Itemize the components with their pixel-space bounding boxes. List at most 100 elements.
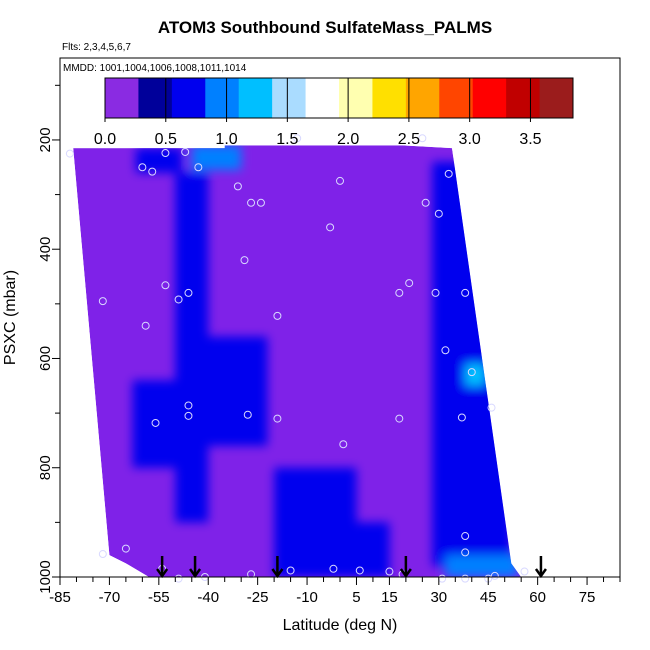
- observation-point: [184, 288, 193, 297]
- colorbar-swatch: [405, 78, 440, 118]
- observation-point: [148, 167, 157, 176]
- x-tick-label: -40: [197, 589, 219, 606]
- observation-point: [385, 567, 394, 576]
- observation-point: [174, 295, 183, 304]
- y-axis-title: PSXC (mbar): [2, 270, 19, 365]
- observation-point: [194, 163, 203, 172]
- colorbar-swatch: [171, 78, 206, 118]
- x-tick-label: -55: [148, 589, 170, 606]
- observation-point: [339, 440, 348, 449]
- observation-point: [286, 566, 295, 575]
- colorbar-swatch: [105, 78, 139, 118]
- observation-point: [273, 414, 282, 423]
- observation-point: [247, 570, 256, 579]
- observation-point: [461, 532, 470, 541]
- y-axis: 200 400 600 800 1000: [37, 84, 60, 594]
- observation-point: [98, 297, 107, 306]
- field-region: [356, 522, 390, 577]
- colorbar-swatch: [506, 78, 541, 118]
- colorbar-label: 2.5: [398, 131, 420, 148]
- x-tick-label: 45: [480, 589, 497, 606]
- observation-point: [141, 321, 150, 330]
- colorbar-label: 1.5: [276, 131, 298, 148]
- flights-subtitle: Flts: 2,3,4,5,6,7: [62, 42, 131, 53]
- observation-point: [418, 134, 427, 143]
- observation-point: [395, 414, 404, 423]
- y-tick-label: 600: [37, 346, 54, 371]
- x-tick-label: 75: [579, 589, 596, 606]
- observation-point: [184, 401, 193, 410]
- colorbar-label: 0.0: [94, 131, 116, 148]
- observation-point: [181, 147, 190, 156]
- x-tick-label: -70: [99, 589, 121, 606]
- chart-title: ATOM3 Southbound SulfateMass_PALMS: [157, 18, 493, 37]
- colorbar-frame: [104, 77, 574, 119]
- observation-point: [395, 288, 404, 297]
- observation-point: [421, 198, 430, 207]
- x-axis: -85 -70 -55 -40 -25 -10 5 15 30 45 60 75: [49, 577, 621, 606]
- colorbar-swatch: [205, 78, 240, 118]
- field-region: [445, 555, 518, 577]
- colorbar-swatch: [539, 78, 574, 118]
- observation-point: [243, 410, 252, 419]
- observation-point: [233, 182, 242, 191]
- x-tick-label: -25: [247, 589, 269, 606]
- x-tick-label: 15: [381, 589, 398, 606]
- mmdd-annotation: MMDD: 1001,1004,1006,1008,1011,1014: [63, 63, 247, 74]
- colorbar-label: 0.5: [155, 131, 177, 148]
- field-region: [274, 467, 357, 577]
- observation-point: [240, 256, 249, 265]
- flight-marker-arrow: [156, 556, 169, 579]
- colorbar-swatch: [472, 78, 507, 118]
- field-region: [191, 145, 242, 170]
- observation-point: [138, 163, 147, 172]
- observation-point: [326, 223, 335, 232]
- observation-point: [490, 571, 499, 580]
- x-tick-label: 30: [430, 589, 447, 606]
- observation-point: [461, 288, 470, 297]
- field-region: [465, 363, 485, 386]
- observation-point: [65, 149, 74, 158]
- observation-point: [441, 346, 450, 355]
- colorbar-label: 3.0: [459, 131, 481, 148]
- x-tick-label: 60: [529, 589, 546, 606]
- observation-point: [329, 564, 338, 573]
- observation-point: [461, 548, 470, 557]
- colorbar-label: 1.0: [215, 131, 237, 148]
- observation-point: [247, 198, 256, 207]
- field-region: [471, 369, 512, 567]
- colorbar: 0.0 0.5 1.0 1.5 2.0 2.5 3.0 3.5: [94, 77, 574, 148]
- observation-point: [457, 413, 466, 422]
- colorbar-swatch: [272, 78, 307, 118]
- y-tick-label: 200: [37, 127, 54, 152]
- field-region: [132, 380, 196, 468]
- y-tick-label: 800: [37, 455, 54, 480]
- observation-point: [256, 198, 265, 207]
- observation-point: [520, 567, 529, 576]
- colorbar-swatch: [439, 78, 474, 118]
- concentration-field: [73, 145, 522, 577]
- colorbar-swatch: [238, 78, 273, 118]
- flight-marker-arrow: [534, 556, 547, 579]
- observation-point: [431, 288, 440, 297]
- flight-marker-arrow: [271, 556, 284, 579]
- observation-point: [98, 550, 107, 559]
- y-tick-label: 400: [37, 237, 54, 262]
- colorbar-swatch: [305, 78, 340, 118]
- observation-point: [487, 403, 496, 412]
- observation-points: [65, 134, 529, 583]
- observation-point: [161, 149, 170, 158]
- flight-marker-arrow: [189, 556, 202, 579]
- flight-markers: [156, 556, 547, 579]
- x-tick-label: 5: [352, 589, 360, 606]
- observation-point: [121, 544, 130, 553]
- observation-point: [461, 574, 470, 583]
- observation-point: [151, 418, 160, 427]
- observation-point: [444, 169, 453, 178]
- x-tick-label: -10: [296, 589, 318, 606]
- colorbar-label: 3.5: [519, 131, 541, 148]
- observation-point: [293, 134, 302, 143]
- colorbar-swatch: [138, 78, 173, 118]
- colorbar-label: 2.0: [337, 131, 359, 148]
